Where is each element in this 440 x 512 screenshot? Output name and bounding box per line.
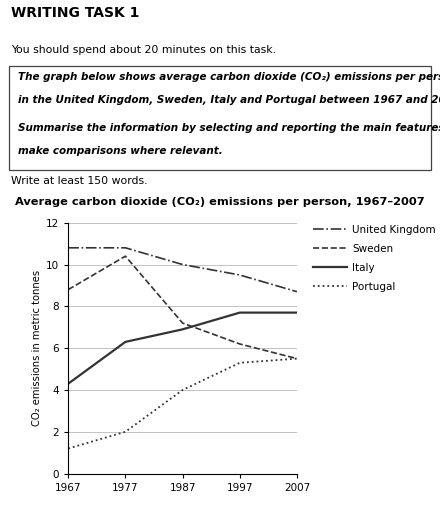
Text: in the United Kingdom, Sweden, Italy and Portugal between 1967 and 2007.: in the United Kingdom, Sweden, Italy and… [18, 95, 440, 105]
Text: Summarise the information by selecting and reporting the main features, and: Summarise the information by selecting a… [18, 123, 440, 133]
Y-axis label: CO₂ emissions in metric tonnes: CO₂ emissions in metric tonnes [32, 270, 42, 426]
Text: The graph below shows average carbon dioxide (CO₂) emissions per person: The graph below shows average carbon dio… [18, 72, 440, 82]
Text: Write at least 150 words.: Write at least 150 words. [11, 176, 147, 186]
FancyBboxPatch shape [9, 66, 431, 170]
Text: You should spend about 20 minutes on this task.: You should spend about 20 minutes on thi… [11, 46, 276, 55]
Legend: United Kingdom, Sweden, Italy, Portugal: United Kingdom, Sweden, Italy, Portugal [312, 223, 438, 294]
Text: make comparisons where relevant.: make comparisons where relevant. [18, 146, 222, 156]
Text: Average carbon dioxide (CO₂) emissions per person, 1967–2007: Average carbon dioxide (CO₂) emissions p… [15, 197, 425, 207]
Text: WRITING TASK 1: WRITING TASK 1 [11, 6, 139, 19]
